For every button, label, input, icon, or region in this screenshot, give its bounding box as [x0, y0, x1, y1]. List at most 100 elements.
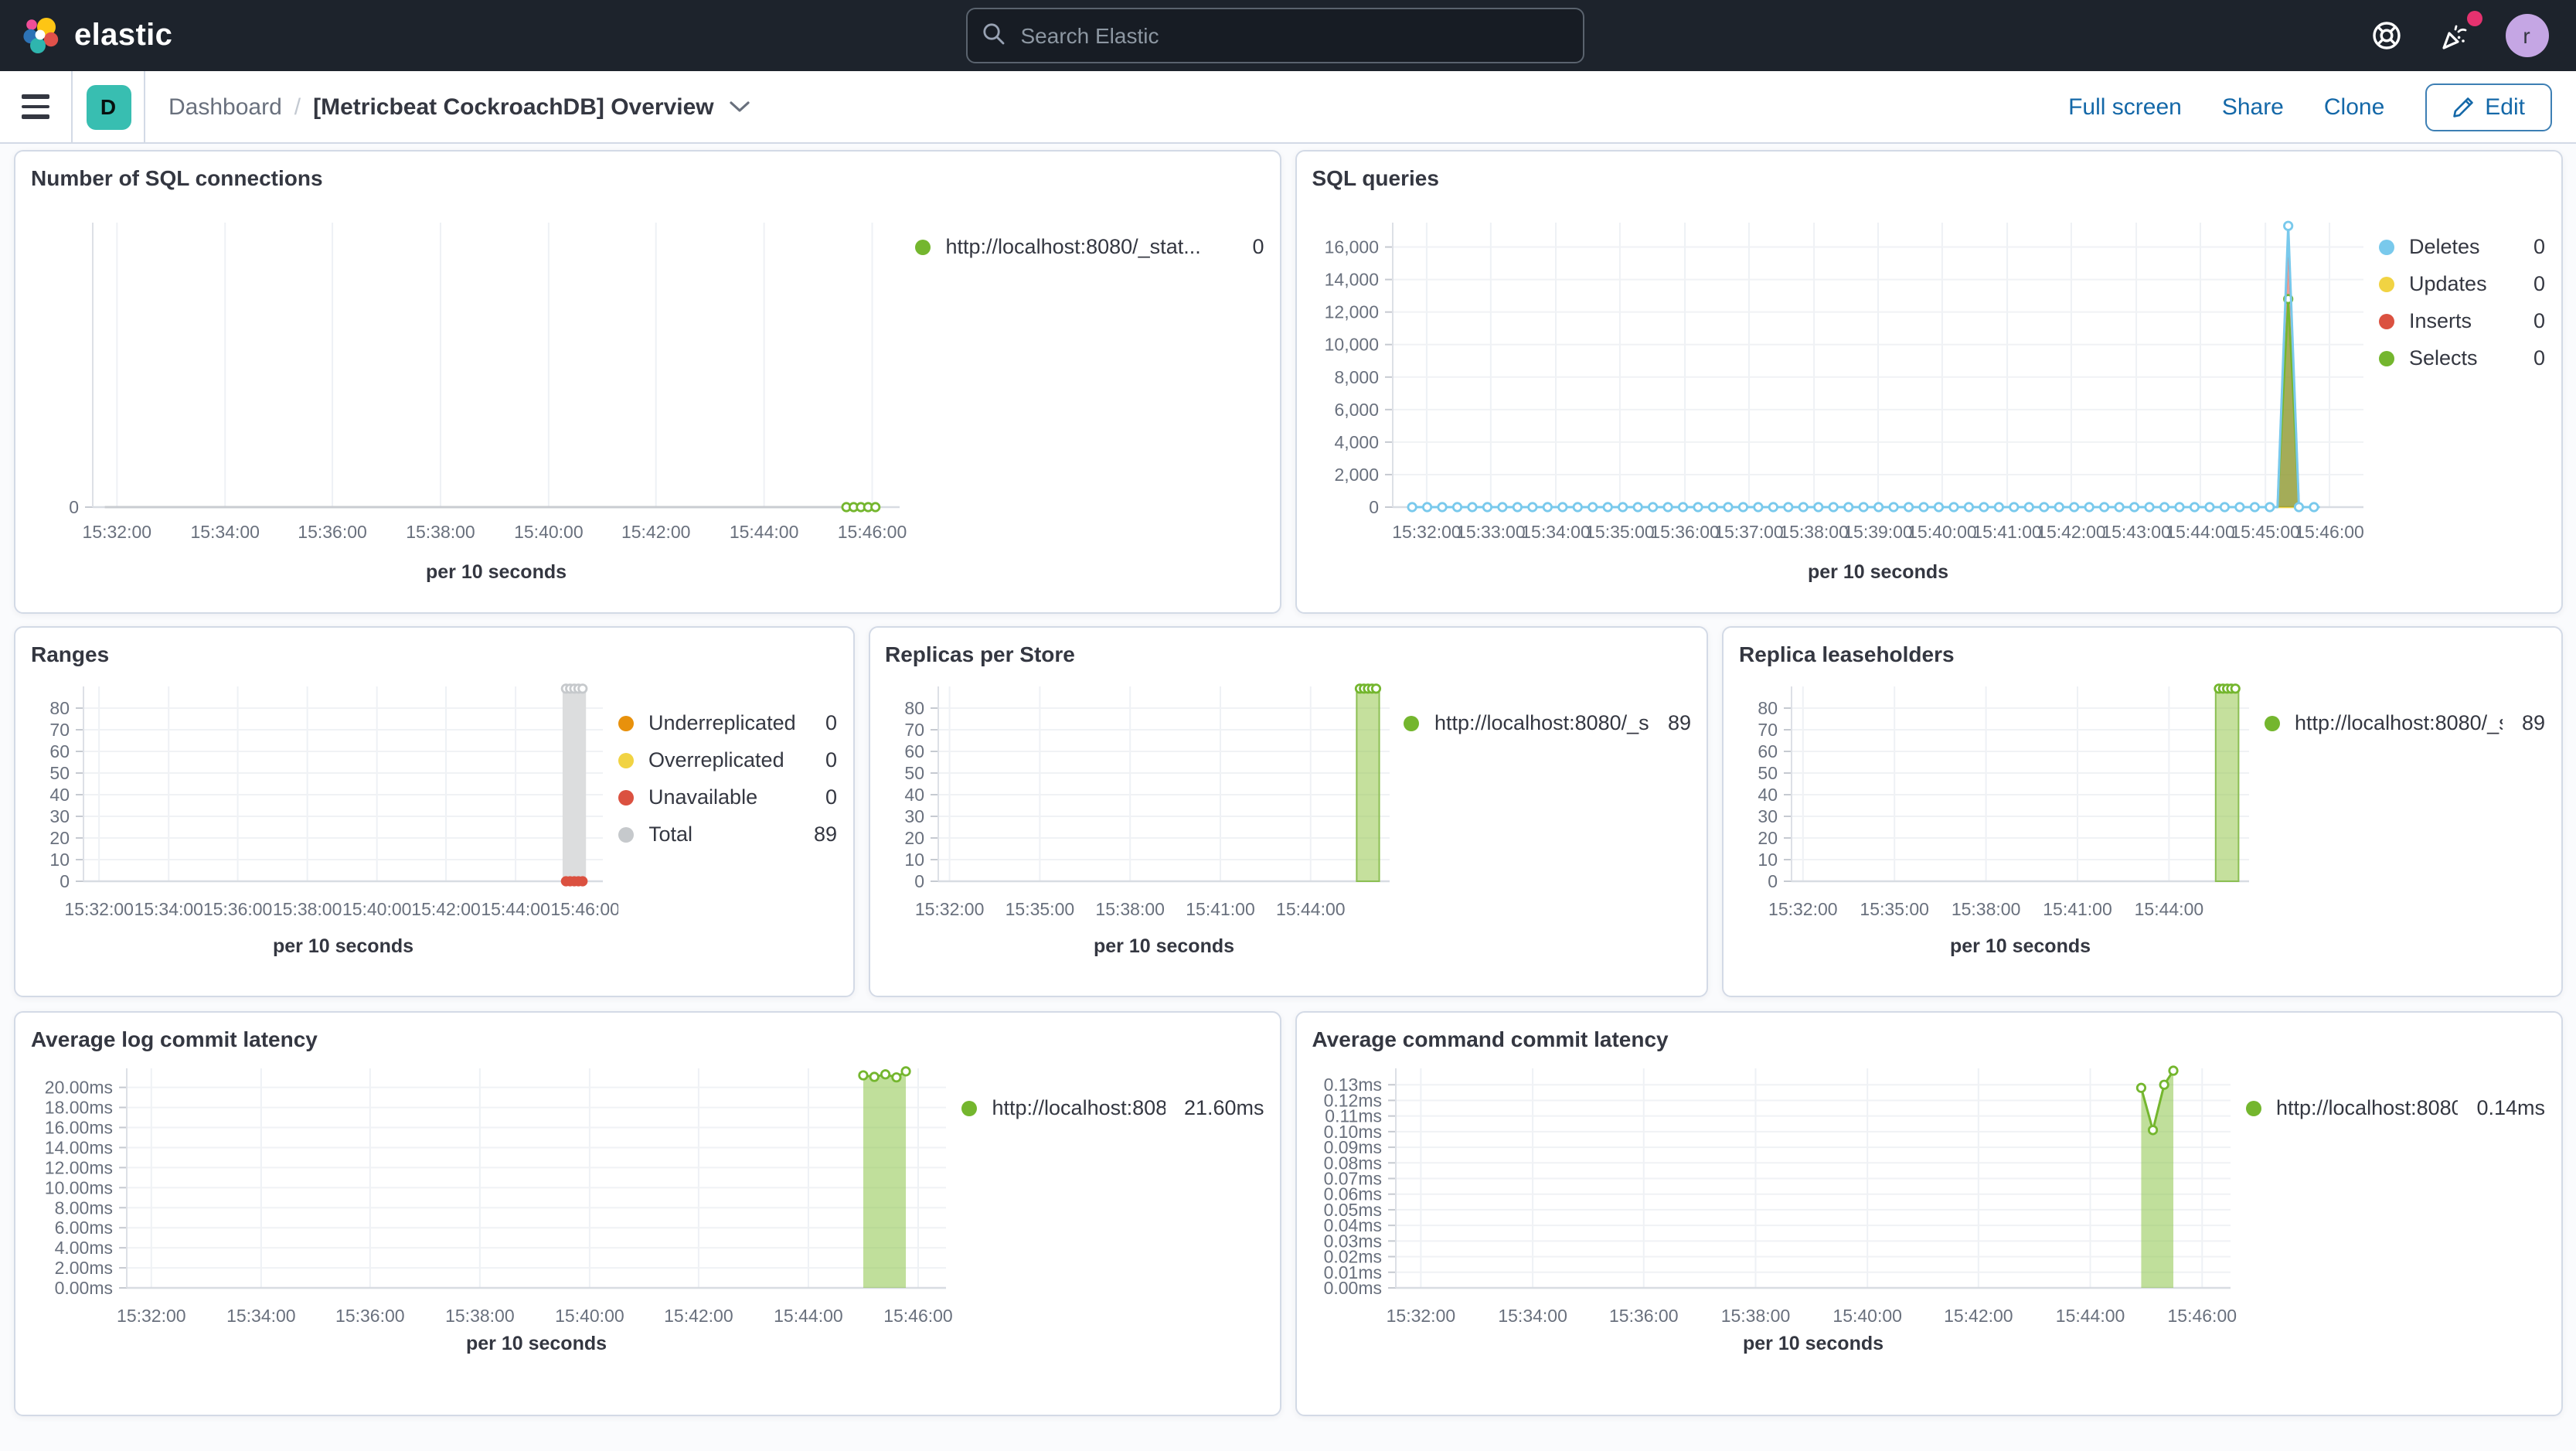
- svg-text:10: 10: [903, 850, 924, 870]
- svg-text:6.00ms: 6.00ms: [55, 1218, 113, 1238]
- svg-text:20: 20: [903, 828, 924, 848]
- panel-replicas-per-store: Replicas per Store 0 10 20 30 40 50 60 70 80 15:32…: [868, 626, 1708, 997]
- svg-text:15:38:00: 15:38:00: [1952, 899, 2021, 919]
- svg-text:15:38:00: 15:38:00: [273, 899, 342, 919]
- svg-text:15:44:00: 15:44:00: [774, 1306, 843, 1326]
- legend-series-label: Underreplicated: [648, 711, 796, 734]
- svg-text:15:44:00: 15:44:00: [730, 522, 799, 542]
- edit-button-label: Edit: [2485, 94, 2525, 120]
- legend-item[interactable]: Unavailable 0: [618, 785, 837, 809]
- user-avatar[interactable]: r: [2505, 14, 2548, 57]
- svg-text:15:40:00: 15:40:00: [514, 522, 584, 542]
- svg-text:15:36:00: 15:36:00: [298, 522, 367, 542]
- legend-series-dot: [1404, 715, 1419, 731]
- breadcrumb: Dashboard / [Metricbeat CockroachDB] Ove…: [145, 94, 750, 120]
- menu-icon[interactable]: [0, 71, 73, 142]
- chevron-down-icon[interactable]: [730, 100, 750, 113]
- legend-series-label: http://localhost:8080/_sta...: [1434, 711, 1649, 734]
- elastic-logo[interactable]: elastic: [0, 15, 172, 56]
- legend-item[interactable]: Underreplicated 0: [618, 711, 837, 734]
- svg-text:10,000: 10,000: [1324, 335, 1378, 355]
- svg-text:0.00ms: 0.00ms: [1323, 1278, 1381, 1298]
- svg-text:15:35:00: 15:35:00: [1585, 522, 1655, 542]
- share-button[interactable]: Share: [2221, 94, 2284, 120]
- svg-text:4.00ms: 4.00ms: [55, 1238, 113, 1258]
- legend-series-dot: [2245, 1100, 2261, 1115]
- svg-text:15:42:00: 15:42:00: [2037, 522, 2106, 542]
- svg-text:15:43:00: 15:43:00: [2101, 522, 2171, 542]
- svg-text:15:35:00: 15:35:00: [1005, 899, 1074, 919]
- svg-text:15:34:00: 15:34:00: [1498, 1306, 1567, 1326]
- svg-text:15:38:00: 15:38:00: [1720, 1306, 1790, 1326]
- legend-item[interactable]: http://localhost:8080/_sta... 89: [1404, 711, 1691, 734]
- svg-text:0.00ms: 0.00ms: [55, 1278, 113, 1298]
- svg-text:per 10 seconds: per 10 seconds: [273, 935, 413, 957]
- svg-text:15:33:00: 15:33:00: [1456, 522, 1526, 542]
- news-feed-icon[interactable]: [2437, 11, 2482, 53]
- svg-text:80: 80: [1758, 698, 1778, 718]
- clone-button[interactable]: Clone: [2323, 94, 2385, 120]
- svg-text:15:36:00: 15:36:00: [335, 1306, 405, 1326]
- search-input[interactable]: [966, 8, 1585, 63]
- chart-avg-log-commit-latency: 0.00ms 2.00ms 4.00ms 6.00ms 8.00ms 10.00ms 12.…: [15, 1059, 961, 1415]
- dashboard-row-3: Average log commit latency 0.00ms 2.00ms 4.…: [14, 1011, 2562, 1416]
- legend-series-dot: [961, 1100, 977, 1115]
- full-screen-button[interactable]: Full screen: [2068, 94, 2182, 120]
- legend-item[interactable]: http://localhost:8080/_stat... 0: [914, 235, 1264, 258]
- legend-series-dot: [2378, 239, 2394, 254]
- panel-body: 0 2,000 4,000 6,000 8,000 10,000 12,000 14,000 1…: [1297, 198, 2561, 612]
- svg-text:15:42:00: 15:42:00: [664, 1306, 733, 1326]
- svg-text:15:45:00: 15:45:00: [2231, 522, 2300, 542]
- space-badge[interactable]: D: [86, 84, 131, 129]
- svg-text:60: 60: [49, 741, 70, 761]
- panel-title-avg-log-commit-latency: Average log commit latency: [31, 1027, 318, 1051]
- panel-title-avg-command-commit-latency: Average command commit latency: [1312, 1027, 1669, 1051]
- legend-item[interactable]: Deletes 0: [2378, 235, 2545, 258]
- breadcrumb-dashboard[interactable]: Dashboard: [168, 94, 282, 120]
- svg-text:80: 80: [49, 698, 70, 718]
- legend-item[interactable]: Total 89: [618, 823, 837, 846]
- svg-text:15:46:00: 15:46:00: [2167, 1306, 2237, 1326]
- legend-sql-queries: Deletes 0 Updates 0 Inserts 0 Selects 0: [2378, 198, 2561, 612]
- svg-text:0.10ms: 0.10ms: [1323, 1122, 1381, 1142]
- legend-item[interactable]: http://localhost:8080... 0.14ms: [2245, 1096, 2545, 1119]
- edit-button[interactable]: Edit: [2425, 83, 2551, 131]
- svg-text:15:37:00: 15:37:00: [1714, 522, 1784, 542]
- global-search: [966, 8, 1585, 63]
- legend-item[interactable]: Updates 0: [2378, 272, 2545, 295]
- legend-series-value: 0: [825, 748, 837, 771]
- dashboard-toolbar: D Dashboard / [Metricbeat CockroachDB] O…: [0, 71, 2576, 144]
- space-initial: D: [100, 94, 117, 119]
- legend-item[interactable]: Inserts 0: [2378, 309, 2545, 332]
- header-actions: r: [2369, 11, 2576, 57]
- help-icon[interactable]: [2369, 19, 2403, 53]
- legend-avg-command-commit-latency: http://localhost:8080... 0.14ms: [2245, 1059, 2561, 1415]
- svg-text:15:44:00: 15:44:00: [481, 899, 550, 919]
- svg-text:16,000: 16,000: [1324, 237, 1378, 257]
- chart-sql-connections: 0 15:32:00 15:34:00 15:36:00 15:38:00 15:40:0…: [15, 198, 915, 612]
- panel-title-sql-connections: Number of SQL connections: [31, 165, 323, 190]
- legend-item[interactable]: http://localhost:808... 21.60ms: [961, 1096, 1264, 1119]
- svg-text:12.00ms: 12.00ms: [45, 1157, 113, 1177]
- svg-text:20: 20: [1758, 828, 1778, 848]
- panel-ranges: Ranges 0 10 20 30 40 50 60 70 80 15:32:00 15:34:00 1…: [14, 626, 854, 997]
- svg-text:per 10 seconds: per 10 seconds: [466, 1333, 607, 1354]
- svg-text:50: 50: [903, 763, 924, 783]
- panel-title-replicas-per-store: Replicas per Store: [885, 642, 1075, 666]
- legend-item[interactable]: Overreplicated 0: [618, 748, 837, 771]
- legend-series-value: 0: [825, 711, 837, 734]
- legend-item[interactable]: http://localhost:8080/_sta... 89: [2264, 711, 2545, 734]
- panel-title-ranges: Ranges: [31, 642, 110, 666]
- legend-series-label: http://localhost:8080...: [2276, 1096, 2458, 1119]
- legend-series-value: 0: [2533, 346, 2545, 370]
- svg-text:20.00ms: 20.00ms: [45, 1078, 113, 1098]
- svg-text:15:36:00: 15:36:00: [1650, 522, 1720, 542]
- svg-text:per 10 seconds: per 10 seconds: [1742, 1333, 1883, 1354]
- svg-text:15:44:00: 15:44:00: [2135, 899, 2204, 919]
- svg-text:15:38:00: 15:38:00: [406, 522, 475, 542]
- legend-series-dot: [618, 826, 633, 842]
- svg-text:70: 70: [903, 720, 924, 740]
- panel-replica-leaseholders: Replica leaseholders 0 10 20 30 40 50 60 70 80 15:…: [1722, 626, 2562, 997]
- legend-item[interactable]: Selects 0: [2378, 346, 2545, 370]
- svg-text:15:40:00: 15:40:00: [555, 1306, 624, 1326]
